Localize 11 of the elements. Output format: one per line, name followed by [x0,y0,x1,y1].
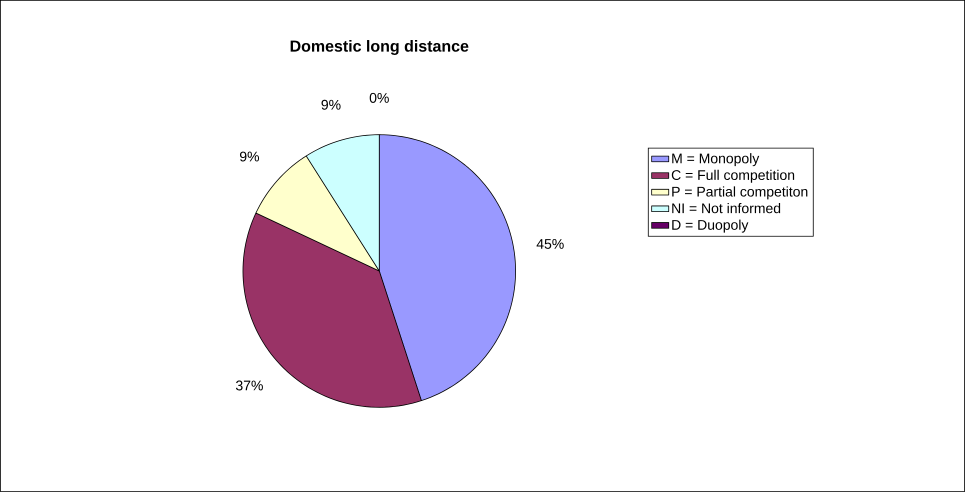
legend-label: D = Duopoly [672,220,748,233]
legend-label: C = Full competition [672,170,794,183]
legend-label: P = Partial competiton [672,186,808,200]
chart-title: Domestic long distance [290,40,468,56]
data-label: 45% [536,239,564,249]
data-label: 37% [236,380,263,390]
data-label: 9% [322,100,341,110]
data-label: 9% [240,152,260,162]
legend-label: NI = Not informed [672,203,780,214]
legend-label: M = Monopoly [672,153,760,166]
text: 0% [370,92,389,103]
